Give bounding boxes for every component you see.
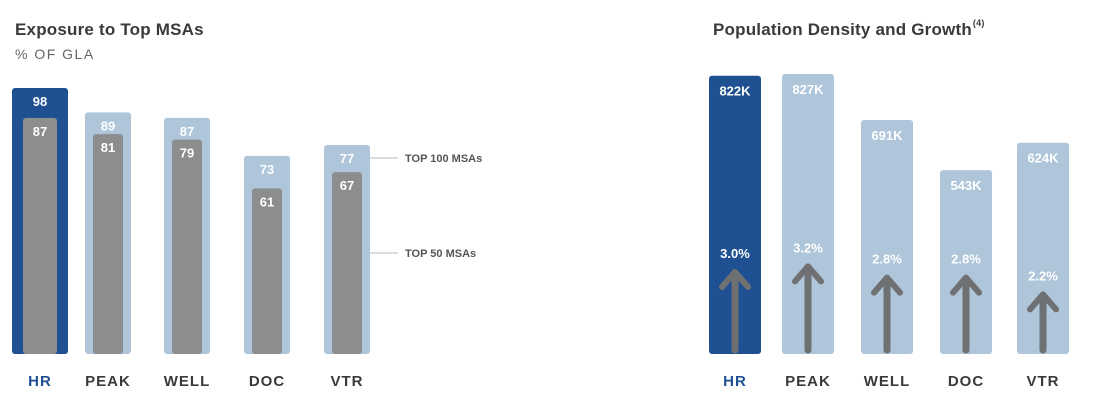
right-chart-title-text: Population Density and Growth (713, 20, 972, 39)
category-label-right-hr: HR (723, 373, 747, 390)
left-chart-subtitle: % OF GLA (15, 46, 95, 62)
growth-arrow-head-doc (950, 274, 982, 296)
category-label-peak: PEAK (85, 373, 131, 390)
value-label-top50-well: 79 (180, 146, 194, 161)
value-label-top100-vtr: 77 (340, 151, 354, 166)
category-label-right-vtr: VTR (1027, 373, 1060, 390)
category-label-hr: HR (28, 373, 52, 390)
bar-population-vtr (1017, 142, 1069, 354)
right-chart-title: Population Density and Growth(4) (713, 18, 985, 40)
value-label-population-doc: 543K (950, 178, 982, 193)
category-label-well: WELL (164, 373, 211, 390)
growth-arrow-head-hr (719, 269, 751, 290)
value-label-population-peak: 827K (792, 82, 824, 97)
value-label-population-vtr: 624K (1027, 151, 1059, 166)
bar-top50-well (172, 139, 202, 354)
bar-population-doc (940, 170, 992, 354)
value-label-top100-hr: 98 (33, 94, 47, 109)
growth-arrow-head-well (871, 274, 903, 296)
legend-label-top100: TOP 100 MSAs (405, 153, 482, 165)
bar-top50-peak (93, 134, 123, 354)
growth-arrow-head-peak (792, 263, 824, 285)
value-label-growth-doc: 2.8% (951, 252, 981, 267)
category-label-right-doc: DOC (948, 373, 984, 390)
value-label-growth-vtr: 2.2% (1028, 268, 1058, 283)
value-label-top50-doc: 61 (260, 194, 274, 209)
legend-label-top50: TOP 50 MSAs (405, 248, 476, 260)
value-label-top100-doc: 73 (260, 162, 274, 177)
value-label-top100-peak: 89 (101, 118, 115, 133)
category-label-right-peak: PEAK (785, 373, 831, 390)
value-label-top50-hr: 87 (33, 124, 47, 139)
value-label-top50-vtr: 67 (340, 178, 354, 193)
left-chart-title: Exposure to Top MSAs (15, 20, 204, 39)
value-label-growth-peak: 3.2% (793, 240, 823, 255)
bar-top50-hr (23, 117, 57, 354)
value-label-growth-well: 2.8% (872, 252, 902, 267)
bar-top50-vtr (332, 172, 362, 354)
exposure-chart: 98 87 HR 89 81 PEAK 87 79 WELL 73 61 DOC 77 67 VTR TOP … (12, 88, 482, 390)
bar-top50-doc (252, 188, 282, 354)
growth-arrow-head-vtr (1027, 291, 1059, 313)
value-label-top50-peak: 81 (101, 140, 115, 155)
value-label-top100-well: 87 (180, 124, 194, 139)
right-chart-title-footnote: (4) (972, 18, 985, 28)
category-label-right-well: WELL (864, 373, 911, 390)
value-label-population-hr: 822K (719, 84, 751, 99)
category-label-vtr: VTR (331, 373, 364, 390)
value-label-growth-hr: 3.0% (720, 246, 750, 261)
value-label-population-well: 691K (871, 128, 903, 143)
category-label-doc: DOC (249, 373, 285, 390)
